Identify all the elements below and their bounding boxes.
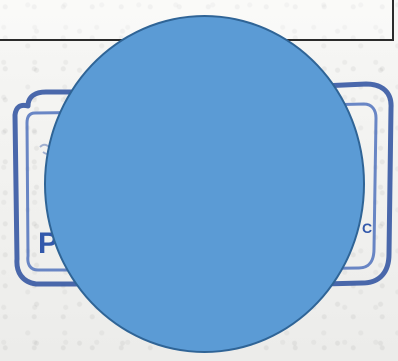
blue-circle-redaction [44, 15, 365, 353]
stamp-right-letter: C [362, 220, 373, 236]
